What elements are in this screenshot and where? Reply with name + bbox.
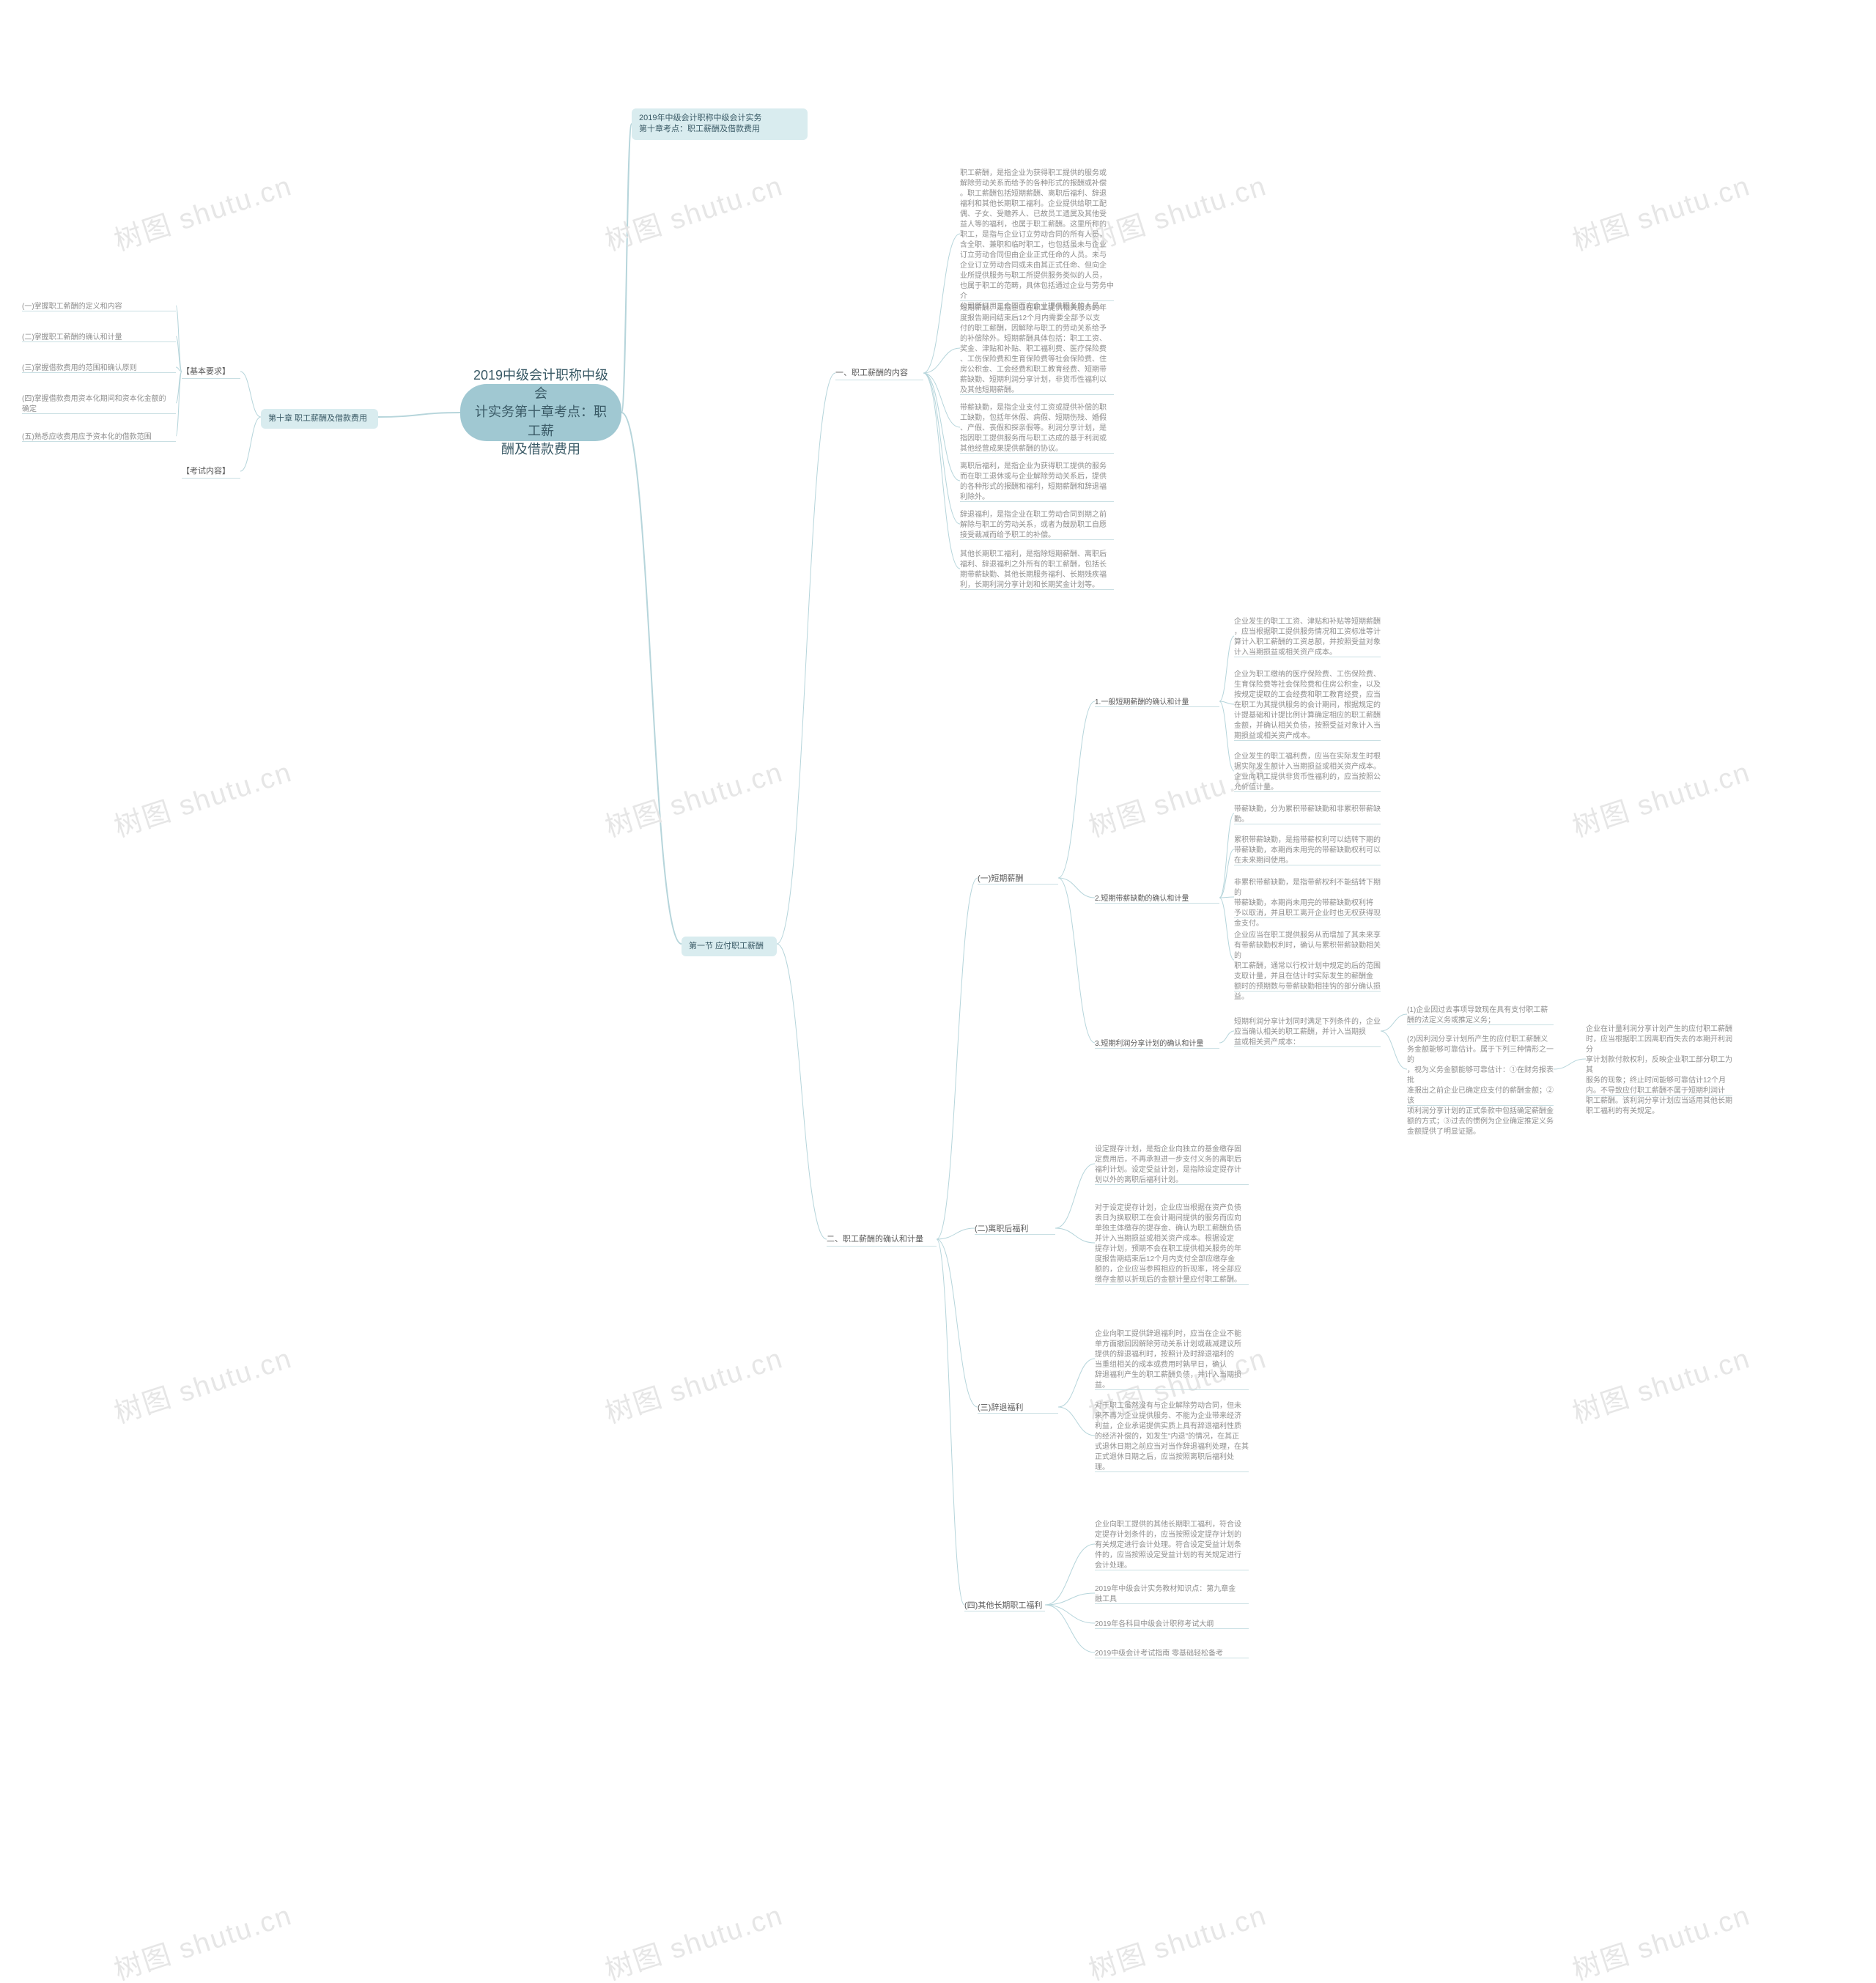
measure-sub[interactable]: 1.一般短期薪酬的确认和计量 (1095, 696, 1219, 709)
measure-leaf[interactable]: 设定提存计划，是指企业向独立的基金缴存固 定费用后，不再承担进一步支付义务的离职… (1095, 1143, 1249, 1187)
content-item[interactable]: 辞退福利，是指企业在职工劳动合同到期之前 解除与职工的劳动关系，或者为鼓励职工自… (960, 509, 1114, 542)
section1-node[interactable]: 第一节 应付职工薪酬 (682, 937, 777, 956)
measure-leaf[interactable]: 企业为职工缴纳的医疗保险费、工伤保险费、 生育保险费等社会保险费和住房公积金，以… (1234, 668, 1381, 743)
measure-leaf[interactable]: 企业发生的职工福利费，应当在实际发生时根 据实际发生额计入当期损益或相关资产成本… (1234, 750, 1381, 794)
measure-sub[interactable]: 3.短期利润分享计划的确认和计量 (1095, 1038, 1219, 1051)
content-block-label[interactable]: 一、职工薪酬的内容 (835, 366, 923, 380)
measure-leaf[interactable]: 企业向职工提供的其他长期职工福利，符合设 定提存计划条件的，应当按照设定提存计划… (1095, 1518, 1249, 1573)
content-item[interactable]: 职工薪酬，是指企业为获得职工提供的服务或 解除劳动关系而给予的各种形式的报酬或补… (960, 167, 1114, 314)
content-item[interactable]: 离职后福利，是指企业为获得职工提供的服务 而在职工退休或与企业解除劳动关系后，提… (960, 460, 1114, 504)
mindmap-canvas: 树图 shutu.cn树图 shutu.cn树图 shutu.cn树图 shut… (0, 0, 1876, 1983)
content-item[interactable]: 短期薪酬，是指企业在职工提供相关服务的年 度报告期间结束后12个月内需要全部予以… (960, 302, 1114, 397)
measure-leaf[interactable]: 短期利润分享计划同时满足下列条件的，企业 应当确认相关的职工薪酬，并计入当期损 … (1234, 1016, 1381, 1049)
measure-leaf-child-right[interactable]: 企业在计量利润分享计划产生的应付职工薪酬 时，应当根据职工因离职而失去的本期开利… (1586, 1023, 1732, 1118)
measure-leaf[interactable]: 企业向职工提供辞退福利时，应当在企业不能 单方面撤回因解除劳动关系计划或裁减建议… (1095, 1328, 1249, 1392)
basic-req-label[interactable]: 【基本要求】 (182, 365, 240, 379)
measure-leaf[interactable]: 2019年各科目中级会计职称考试大纲 (1095, 1618, 1249, 1631)
root-node[interactable]: 2019中级会计职称中级会 计实务第十章考点：职工薪 酬及借款费用 (460, 384, 621, 441)
measure-leaf-child[interactable]: (2)因利润分享计划所产生的应付职工薪酬义 务金额能够可靠估计。属于下列三种情形… (1407, 1033, 1554, 1139)
content-item[interactable]: 带薪缺勤，是指企业支付工资或提供补偿的职 工缺勤，包括年休假、病假、短期伤残、婚… (960, 402, 1114, 456)
content-item[interactable]: 其他长期职工福利，是指除短期薪酬、离职后 福利、辞退福利之外所有的职工薪酬，包括… (960, 548, 1114, 592)
basic-req-item[interactable]: (五)熟悉应收费用应予资本化的借款范围 (22, 431, 176, 444)
measure-leaf[interactable]: 企业应当在职工提供服务从而增加了其未来享 有带薪缺勤权利时，确认与累积带薪缺勤相… (1234, 929, 1381, 1004)
connector-layer (0, 0, 1876, 1983)
measure-sub[interactable]: 2.短期带薪缺勤的确认和计量 (1095, 893, 1219, 906)
measure-leaf[interactable]: 累积带薪缺勤，是指带薪权利可以结转下期的 带薪缺勤，本期尚未用完的带薪缺勤权利可… (1234, 834, 1381, 868)
basic-req-item[interactable]: (二)掌握职工薪酬的确认和计量 (22, 331, 176, 344)
measure-leaf[interactable]: 对于设定提存计划，企业应当根据在资产负债 表日为换取职工在会计期间提供的服务而应… (1095, 1202, 1249, 1287)
measure-block-label[interactable]: 二、职工薪酬的确认和计量 (827, 1233, 937, 1247)
measure-leaf[interactable]: 企业发生的职工工资、津贴和补贴等短期薪酬 ，应当根据职工提供服务情况和工资标准等… (1234, 616, 1381, 660)
basic-req-item[interactable]: (一)掌握职工薪酬的定义和内容 (22, 300, 176, 314)
top-title[interactable]: 2019年中级会计职称中级会计实务 第十章考点：职工薪酬及借款费用 (632, 108, 808, 140)
measure-leaf[interactable]: 2019中级会计考试指南 零基础轻松备考 (1095, 1647, 1249, 1661)
measure-leaf[interactable]: 非累积带薪缺勤，是指带薪权利不能结转下期的 带薪缺勤，本期尚未用完的带薪缺勤权利… (1234, 876, 1381, 931)
exam-content-label[interactable]: 【考试内容】 (182, 465, 240, 479)
chapter-node[interactable]: 第十章 职工薪酬及借款费用 (261, 409, 378, 429)
basic-req-item[interactable]: (三)掌握借款费用的范围和确认原则 (22, 362, 176, 375)
measure-leaf[interactable]: 对于职工虽然没有与企业解除劳动合同，但未 来不再为企业提供服务、不能为企业带来经… (1095, 1400, 1249, 1474)
